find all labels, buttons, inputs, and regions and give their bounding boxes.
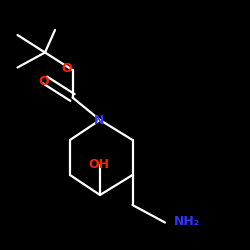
Text: NH₂: NH₂ [174, 215, 200, 228]
Text: O: O [61, 62, 72, 75]
Text: OH: OH [88, 158, 109, 172]
Text: O: O [38, 75, 49, 88]
Text: N: N [94, 114, 104, 126]
